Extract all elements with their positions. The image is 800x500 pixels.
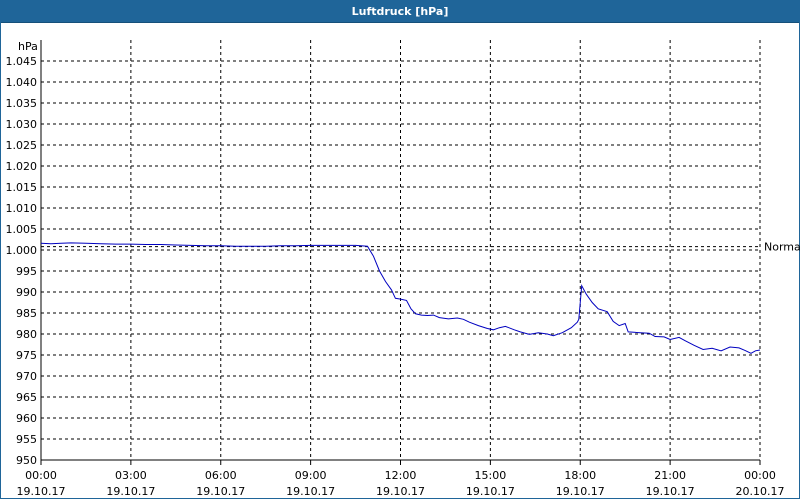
x-tick-date-label: 19.10.17 <box>646 485 695 498</box>
x-tick-time-label: 06:00 <box>205 469 237 482</box>
y-tick-label: 990 <box>16 286 37 299</box>
y-tick-label: 1.045 <box>6 55 38 68</box>
x-tick-date-label: 19.10.17 <box>466 485 515 498</box>
y-tick-label: 1.040 <box>6 76 38 89</box>
x-tick-date-label: 20.10.17 <box>736 485 785 498</box>
x-tick-time-label: 18:00 <box>564 469 596 482</box>
y-tick-label: 1.030 <box>6 118 38 131</box>
y-tick-label: 1.020 <box>6 160 38 173</box>
y-tick-label: 1.000 <box>6 244 38 257</box>
x-tick-time-label: 09:00 <box>295 469 327 482</box>
axes <box>40 40 761 465</box>
x-tick-time-label: 03:00 <box>115 469 147 482</box>
y-tick-label: 1.005 <box>6 223 38 236</box>
x-tick-time-label: 00:00 <box>25 469 57 482</box>
pressure-series-line <box>40 242 761 354</box>
x-tick-time-label: 00:00 <box>744 469 776 482</box>
grid <box>41 40 761 460</box>
x-tick-time-label: 12:00 <box>385 469 417 482</box>
y-tick-label: 950 <box>16 454 37 467</box>
y-tick-label: 970 <box>16 370 37 383</box>
y-axis-unit-label: hPa <box>18 40 38 53</box>
x-axis-ticks: 00:00 19.10.17 03:00 19.10.17 06:00 19.10.17 0… <box>17 469 785 498</box>
x-tick-date-label: 19.10.17 <box>286 485 335 498</box>
y-tick-label: 955 <box>16 433 37 446</box>
title-bar: Luftdruck [hPa] <box>0 0 800 23</box>
x-tick-date-label: 19.10.17 <box>106 485 155 498</box>
y-tick-label: 960 <box>16 412 37 425</box>
x-tick-time-label: 15:00 <box>475 469 507 482</box>
y-tick-label: 995 <box>16 265 37 278</box>
x-tick-date-label: 19.10.17 <box>17 485 66 498</box>
y-tick-label: 1.010 <box>6 202 38 215</box>
y-tick-label: 1.025 <box>6 139 38 152</box>
y-tick-label: 975 <box>16 349 37 362</box>
y-axis-ticks: 950 955 960 965 970 975 980 985 990 995 1.000 1.005… <box>6 55 38 467</box>
y-tick-label: 965 <box>16 391 37 404</box>
chart-title: Luftdruck [hPa] <box>351 4 449 18</box>
x-tick-date-label: 19.10.17 <box>556 485 605 498</box>
x-tick-date-label: 19.10.17 <box>376 485 425 498</box>
normal-reference-label: Normal <box>764 241 800 254</box>
y-tick-label: 1.015 <box>6 181 38 194</box>
x-tick-date-label: 19.10.17 <box>196 485 245 498</box>
y-tick-label: 1.035 <box>6 97 38 110</box>
x-tick-time-label: 21:00 <box>654 469 686 482</box>
y-tick-label: 985 <box>16 307 37 320</box>
y-tick-label: 980 <box>16 328 37 341</box>
